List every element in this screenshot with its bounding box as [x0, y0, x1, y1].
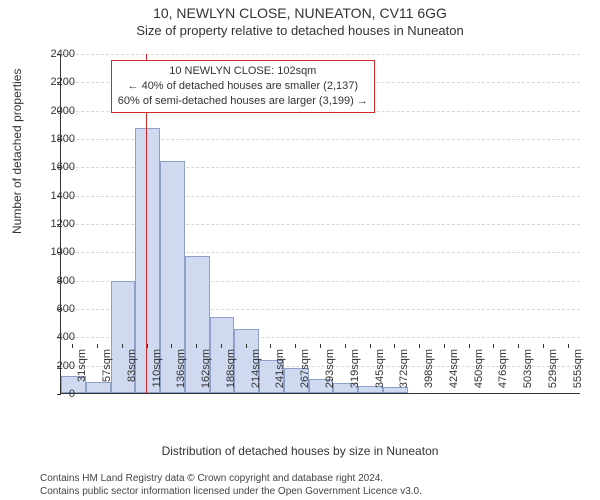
ytick-label: 1200: [35, 218, 75, 230]
annotation-line: 60% of semi-detached houses are larger (…: [118, 94, 368, 109]
xtick-label: 555sqm: [572, 349, 584, 388]
xtick-mark: [444, 344, 445, 348]
property-annotation: 10 NEWLYN CLOSE: 102sqm← 40% of detached…: [111, 60, 375, 113]
xtick-mark: [320, 344, 321, 348]
gridline: [61, 54, 580, 55]
xtick-label: 319sqm: [349, 349, 361, 388]
x-axis-label: Distribution of detached houses by size …: [0, 444, 600, 458]
xtick-mark: [568, 344, 569, 348]
xtick-mark: [97, 344, 98, 348]
xtick-label: 476sqm: [497, 349, 509, 388]
page-subtitle: Size of property relative to detached ho…: [0, 23, 600, 38]
xtick-mark: [270, 344, 271, 348]
xtick-label: 110sqm: [151, 349, 163, 387]
ytick-label: 2400: [35, 48, 75, 60]
xtick-label: 398sqm: [423, 349, 435, 388]
xtick-mark: [196, 344, 197, 348]
xtick-label: 372sqm: [398, 349, 410, 388]
xtick-mark: [221, 344, 222, 348]
xtick-mark: [518, 344, 519, 348]
ytick-label: 200: [35, 360, 75, 372]
xtick-mark: [122, 344, 123, 348]
xtick-label: 57sqm: [101, 349, 113, 382]
ytick-label: 1800: [35, 133, 75, 145]
xtick-mark: [295, 344, 296, 348]
ytick-label: 1600: [35, 161, 75, 173]
xtick-mark: [345, 344, 346, 348]
xtick-label: 293sqm: [324, 349, 336, 388]
xtick-label: 136sqm: [175, 349, 187, 388]
plot-area: 10 NEWLYN CLOSE: 102sqm← 40% of detached…: [60, 54, 580, 394]
ytick-label: 2200: [35, 76, 75, 88]
ytick-label: 1400: [35, 190, 75, 202]
ytick-label: 1000: [35, 246, 75, 258]
xtick-label: 83sqm: [126, 349, 138, 382]
xtick-label: 31sqm: [76, 349, 88, 382]
annotation-line: ← 40% of detached houses are smaller (2,…: [118, 79, 368, 94]
xtick-mark: [72, 344, 73, 348]
footer-line: Contains public sector information licen…: [40, 485, 422, 498]
ytick-label: 800: [35, 275, 75, 287]
histogram-bar: [383, 387, 408, 393]
histogram-bar: [86, 382, 111, 393]
xtick-mark: [171, 344, 172, 348]
xtick-mark: [246, 344, 247, 348]
xtick-label: 424sqm: [448, 349, 460, 388]
ytick-label: 2000: [35, 105, 75, 117]
xtick-mark: [493, 344, 494, 348]
xtick-label: 345sqm: [374, 349, 386, 388]
xtick-mark: [543, 344, 544, 348]
xtick-label: 267sqm: [299, 349, 311, 388]
xtick-mark: [147, 344, 148, 348]
ytick-label: 600: [35, 303, 75, 315]
page-title: 10, NEWLYN CLOSE, NUNEATON, CV11 6GG: [0, 4, 600, 22]
xtick-mark: [419, 344, 420, 348]
xtick-mark: [370, 344, 371, 348]
xtick-label: 503sqm: [522, 349, 534, 388]
xtick-label: 450sqm: [473, 349, 485, 388]
xtick-mark: [394, 344, 395, 348]
ytick-label: 0: [35, 388, 75, 400]
ytick-label: 400: [35, 331, 75, 343]
xtick-label: 529sqm: [547, 349, 559, 388]
annotation-line: 10 NEWLYN CLOSE: 102sqm: [118, 64, 368, 79]
y-axis-label: Number of detached properties: [10, 69, 24, 234]
footer-attribution: Contains HM Land Registry data © Crown c…: [40, 472, 422, 498]
xtick-label: 214sqm: [250, 349, 262, 388]
xtick-label: 162sqm: [200, 349, 212, 388]
xtick-mark: [469, 344, 470, 348]
xtick-label: 188sqm: [225, 349, 237, 388]
xtick-label: 241sqm: [274, 349, 286, 388]
footer-line: Contains HM Land Registry data © Crown c…: [40, 472, 422, 485]
